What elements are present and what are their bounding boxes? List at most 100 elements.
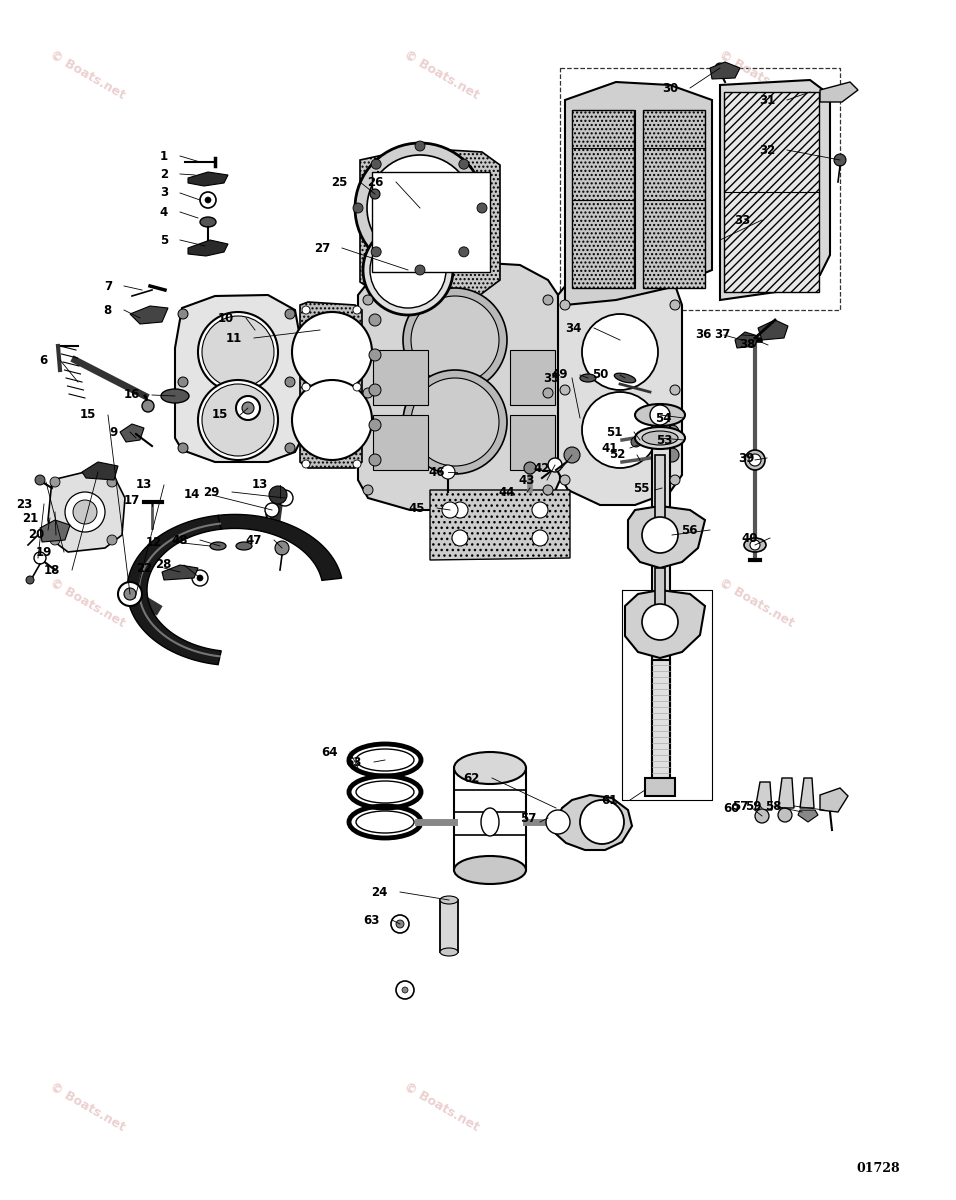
- Circle shape: [202, 316, 274, 388]
- Circle shape: [198, 380, 278, 460]
- Text: 13: 13: [251, 479, 268, 492]
- Polygon shape: [175, 295, 302, 462]
- Circle shape: [631, 437, 641, 446]
- Circle shape: [50, 535, 60, 545]
- Circle shape: [192, 570, 208, 586]
- Text: 14: 14: [184, 488, 200, 502]
- Text: 12: 12: [145, 535, 162, 548]
- Text: 49: 49: [552, 368, 568, 382]
- Circle shape: [715, 62, 725, 73]
- Circle shape: [285, 308, 295, 319]
- Text: 20: 20: [28, 528, 44, 541]
- Bar: [510, 415, 555, 470]
- Polygon shape: [188, 172, 228, 186]
- Circle shape: [778, 808, 792, 822]
- Circle shape: [353, 460, 361, 468]
- Text: 26: 26: [368, 175, 384, 188]
- Circle shape: [198, 312, 278, 392]
- Circle shape: [665, 425, 679, 439]
- Ellipse shape: [744, 538, 766, 552]
- Text: 43: 43: [518, 474, 535, 486]
- Circle shape: [142, 400, 154, 412]
- Text: 37: 37: [714, 329, 730, 342]
- Circle shape: [670, 385, 680, 395]
- Circle shape: [369, 349, 381, 361]
- Circle shape: [532, 530, 548, 546]
- Circle shape: [355, 143, 485, 272]
- Text: 36: 36: [696, 329, 712, 342]
- Text: 58: 58: [766, 799, 782, 812]
- Polygon shape: [720, 80, 830, 300]
- Ellipse shape: [454, 856, 526, 884]
- Text: 30: 30: [662, 82, 678, 95]
- Polygon shape: [430, 490, 570, 560]
- Circle shape: [50, 476, 60, 487]
- Circle shape: [205, 197, 211, 203]
- Text: 21: 21: [22, 511, 38, 524]
- Polygon shape: [625, 590, 705, 658]
- Text: 28: 28: [156, 558, 172, 571]
- Circle shape: [302, 383, 310, 391]
- Text: 51: 51: [605, 426, 622, 438]
- Text: 50: 50: [592, 368, 608, 382]
- Ellipse shape: [200, 217, 216, 227]
- Polygon shape: [710, 62, 740, 79]
- Circle shape: [403, 288, 507, 392]
- Ellipse shape: [635, 404, 685, 426]
- Circle shape: [285, 443, 295, 452]
- Text: 9: 9: [110, 426, 118, 438]
- Text: 35: 35: [544, 372, 560, 384]
- Circle shape: [403, 370, 507, 474]
- Text: 63: 63: [363, 913, 380, 926]
- Circle shape: [564, 446, 580, 463]
- Circle shape: [371, 160, 381, 169]
- Circle shape: [560, 385, 570, 395]
- Text: 17: 17: [123, 493, 140, 506]
- Circle shape: [65, 492, 105, 532]
- Text: 47: 47: [246, 534, 262, 546]
- Polygon shape: [628, 506, 705, 568]
- Circle shape: [477, 203, 487, 214]
- Polygon shape: [48, 472, 125, 552]
- Circle shape: [524, 462, 536, 474]
- Ellipse shape: [356, 811, 414, 833]
- Bar: [655, 455, 665, 520]
- Polygon shape: [162, 565, 198, 580]
- Circle shape: [543, 295, 553, 305]
- Circle shape: [369, 384, 381, 396]
- Text: © Boats.net: © Boats.net: [48, 576, 127, 630]
- Circle shape: [178, 443, 188, 452]
- Polygon shape: [358, 262, 560, 510]
- Circle shape: [302, 460, 310, 468]
- Circle shape: [369, 314, 381, 326]
- Text: © Boats.net: © Boats.net: [717, 576, 796, 630]
- Circle shape: [411, 378, 499, 466]
- Circle shape: [415, 140, 425, 151]
- Text: 59: 59: [746, 799, 762, 812]
- Circle shape: [582, 392, 658, 468]
- Text: 53: 53: [656, 433, 672, 446]
- Bar: [655, 568, 665, 606]
- Circle shape: [363, 295, 373, 305]
- Circle shape: [411, 296, 499, 384]
- Text: 16: 16: [123, 389, 140, 402]
- Circle shape: [124, 588, 136, 600]
- Text: 38: 38: [740, 338, 756, 352]
- Ellipse shape: [454, 752, 526, 784]
- Polygon shape: [800, 778, 814, 808]
- Circle shape: [582, 314, 658, 390]
- Bar: [643, 110, 705, 288]
- Circle shape: [200, 192, 216, 208]
- Text: 11: 11: [226, 331, 242, 344]
- Text: 39: 39: [739, 451, 755, 464]
- Circle shape: [369, 454, 381, 466]
- Text: 62: 62: [464, 772, 480, 785]
- Circle shape: [178, 377, 188, 386]
- Circle shape: [265, 503, 279, 517]
- Circle shape: [118, 582, 142, 606]
- Text: 5: 5: [160, 234, 168, 246]
- Text: 19: 19: [35, 546, 52, 558]
- Circle shape: [560, 300, 570, 310]
- Circle shape: [353, 203, 363, 214]
- Circle shape: [371, 247, 381, 257]
